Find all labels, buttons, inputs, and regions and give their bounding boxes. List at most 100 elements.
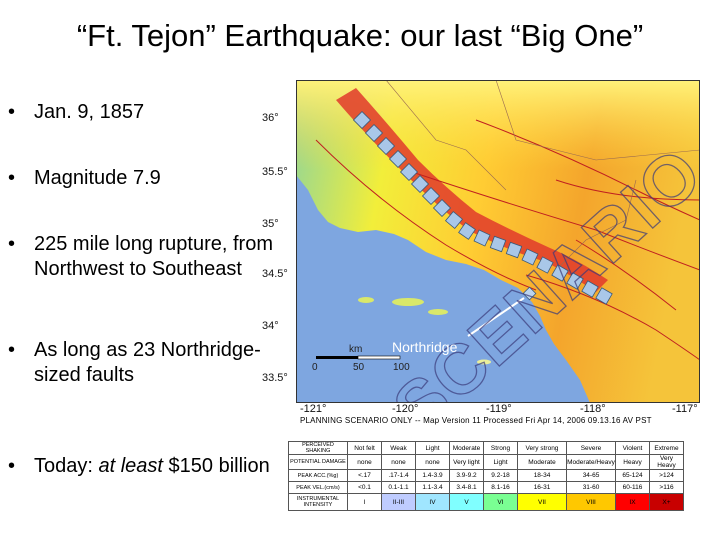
legend-cell: >124 — [649, 469, 684, 482]
legend-cell: IV — [415, 493, 450, 511]
bullet-text: Today: at least $150 billion — [34, 454, 274, 479]
legend-cell: VII — [517, 493, 567, 511]
legend-cell: 3.4-8.1 — [449, 481, 484, 494]
legend-cell: none — [347, 454, 382, 470]
scale-tick: 0 — [312, 362, 318, 373]
bullet-text: Jan. 9, 1857 — [34, 101, 145, 123]
legend-cell: Very Heavy — [649, 454, 684, 470]
bullet-cost: • Today: at least $150 billion — [8, 454, 274, 479]
legend-cell: <.17 — [347, 469, 382, 482]
shakemap: SCENARIO Northridge km 0 50 100 — [296, 80, 700, 403]
legend-header: PERCEIVED SHAKING — [288, 441, 348, 455]
legend-cell: 8.1-16 — [483, 481, 518, 494]
legend-cell: 65-124 — [615, 469, 650, 482]
bullet-dot: • — [8, 167, 16, 189]
legend-cell: Severe — [566, 441, 616, 455]
map-frame — [296, 80, 700, 403]
fault-lines — [315, 119, 700, 361]
legend-cell: Heavy — [615, 454, 650, 470]
legend-row-intensity: INSTRUMENTAL INTENSITY I II-III IV V VI … — [288, 493, 684, 511]
channel-island — [392, 298, 424, 306]
legend-cell: 18-34 — [517, 469, 567, 482]
legend-cell: VIII — [566, 493, 616, 511]
legend-cell: Moderate — [517, 454, 567, 470]
intensity-legend: PERCEIVED SHAKING Not felt Weak Light Mo… — [288, 441, 684, 511]
legend-header: INSTRUMENTAL INTENSITY — [288, 493, 348, 511]
northridge-label: Northridge — [392, 339, 458, 355]
bullet-text: Magnitude 7.9 — [34, 167, 161, 189]
bullet-dot: • — [8, 101, 16, 123]
lat-label: 36° — [262, 112, 279, 124]
legend-cell: VI — [483, 493, 518, 511]
legend-cell: Light — [483, 454, 518, 470]
legend-cell: >116 — [649, 481, 684, 494]
cost-emphasis: at least — [98, 455, 163, 477]
legend-cell: Weak — [381, 441, 416, 455]
channel-island — [477, 359, 491, 365]
lon-label: -118° — [580, 403, 606, 415]
legend-cell: Very light — [449, 454, 484, 470]
lon-label: -121° — [300, 403, 327, 415]
legend-cell: IX — [615, 493, 650, 511]
legend-cell: 1.4-3.9 — [415, 469, 450, 482]
legend-cell: X+ — [649, 493, 684, 511]
rupture-zone — [336, 88, 608, 292]
legend-row-acc: PEAK ACC.(%g) <.17 .17-1.4 1.4-3.9 3.9-9… — [288, 469, 684, 482]
bullet-date: • Jan. 9, 1857 — [8, 100, 274, 125]
rupture-segments — [352, 110, 613, 305]
lon-label: -117° — [672, 403, 698, 415]
channel-island — [358, 297, 374, 303]
legend-cell: II-III — [381, 493, 416, 511]
legend-row-shaking: PERCEIVED SHAKING Not felt Weak Light Mo… — [288, 441, 684, 455]
legend-cell: Moderate — [449, 441, 484, 455]
lat-label: 35° — [262, 218, 279, 230]
legend-cell: Moderate/Heavy — [566, 454, 616, 470]
legend-row-damage: POTENTIAL DAMAGE none none none Very lig… — [288, 454, 684, 470]
legend-cell: Light — [415, 441, 450, 455]
legend-cell: 31-60 — [566, 481, 616, 494]
bullet-text: As long as 23 Northridge-sized faults — [34, 339, 261, 386]
legend-cell: Very strong — [517, 441, 567, 455]
legend-cell: 16-31 — [517, 481, 567, 494]
bullet-dot: • — [8, 233, 16, 255]
legend-header: PEAK ACC.(%g) — [288, 469, 348, 482]
legend-cell: none — [381, 454, 416, 470]
scenario-note: PLANNING SCENARIO ONLY -- Map Version 11… — [300, 416, 652, 425]
slide-title: “Ft. Tejon” Earthquake: our last “Big On… — [76, 18, 644, 53]
scale-bar: km 0 50 100 — [312, 344, 410, 373]
legend-cell: <0.1 — [347, 481, 382, 494]
legend-cell: V — [449, 493, 484, 511]
legend-cell: 9.2-18 — [483, 469, 518, 482]
legend-cell: .17-1.4 — [381, 469, 416, 482]
legend-cell: 3.9-9.2 — [449, 469, 484, 482]
bullet-dot: • — [8, 455, 16, 477]
bullet-northridge: • As long as 23 Northridge-sized faults — [8, 338, 274, 388]
bullet-dot: • — [8, 339, 16, 361]
scale-tick: 100 — [393, 362, 410, 373]
lat-label: 34° — [262, 320, 279, 332]
cost-prefix: Today: — [34, 455, 99, 477]
legend-header: POTENTIAL DAMAGE — [288, 454, 348, 470]
scale-segment — [316, 356, 358, 359]
lon-label: -119° — [486, 403, 512, 415]
lat-label: 35.5° — [262, 166, 288, 178]
scale-segment — [357, 355, 401, 360]
legend-cell: 34-65 — [566, 469, 616, 482]
county-lines — [385, 80, 700, 271]
legend-row-vel: PEAK VEL.(cm/s) <0.1 0.1-1.1 1.1-3.4 3.4… — [288, 481, 684, 494]
ocean — [296, 175, 590, 403]
lon-label: -120° — [392, 403, 419, 415]
lat-label: 34.5° — [262, 268, 288, 280]
legend-cell: Not felt — [347, 441, 382, 455]
scale-tick: 50 — [353, 362, 365, 373]
bullet-rupture: • 225 mile long rupture, from Northwest … — [8, 232, 274, 282]
northridge-marker — [522, 286, 537, 301]
legend-cell: I — [347, 493, 382, 511]
legend-cell: 60-116 — [615, 481, 650, 494]
channel-island — [428, 309, 448, 315]
legend-cell: none — [415, 454, 450, 470]
legend-header: PEAK VEL.(cm/s) — [288, 481, 348, 494]
legend-cell: 1.1-3.4 — [415, 481, 450, 494]
legend-cell: Extreme — [649, 441, 684, 455]
bullet-magnitude: • Magnitude 7.9 — [8, 166, 274, 191]
